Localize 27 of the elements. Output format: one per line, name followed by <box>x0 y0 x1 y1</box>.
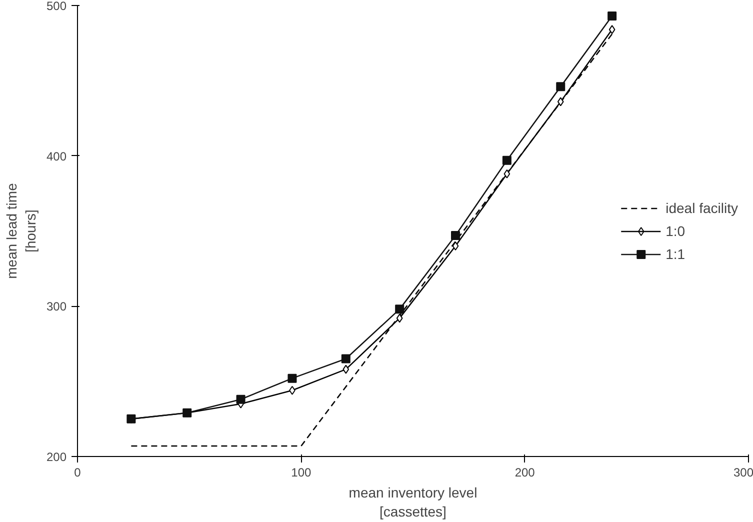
legend-label: ideal facility <box>666 200 738 216</box>
x-tick-label: 300 <box>733 466 753 480</box>
x-tick-label: 100 <box>291 466 312 480</box>
point <box>288 374 297 383</box>
y-tick-label: 300 <box>46 300 67 314</box>
point <box>504 169 510 178</box>
y-tick-label: 400 <box>46 149 67 164</box>
legend-label: 1:0 <box>666 222 686 238</box>
point <box>608 25 616 34</box>
y-axis-title: mean lead time [hours] <box>3 182 38 279</box>
point <box>396 314 403 323</box>
point <box>556 82 566 92</box>
point <box>342 364 350 374</box>
x-axis-title: mean inventory level [cassettes] <box>348 484 478 520</box>
point <box>608 12 617 21</box>
legend-label: 1:1 <box>666 246 686 262</box>
point <box>395 304 404 314</box>
point <box>341 354 350 364</box>
y-tick-label: 500 <box>46 0 67 13</box>
point <box>557 97 564 106</box>
point <box>450 231 460 240</box>
point <box>452 242 459 251</box>
point <box>502 156 512 165</box>
point <box>236 394 246 404</box>
x-tick-label: 200 <box>514 466 536 480</box>
x-tick-label: 0 <box>74 466 82 480</box>
y-tick-label: 200 <box>46 450 67 464</box>
